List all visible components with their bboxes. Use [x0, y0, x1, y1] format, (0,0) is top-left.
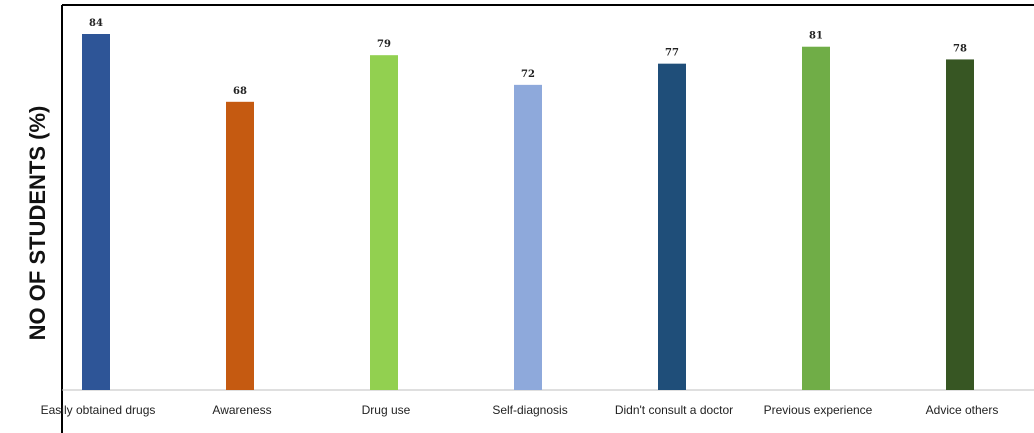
category-label-1: Easily obtained drugs: [41, 403, 156, 417]
data-label-1: 84: [89, 18, 103, 29]
category-labels-group: Easily obtained drugs Awareness Drug use Se…: [41, 403, 999, 417]
category-label-2: Awareness: [212, 403, 271, 417]
bar-1: [82, 34, 110, 390]
data-label-4: 72: [521, 69, 535, 80]
category-label-6: Previous experience: [764, 403, 873, 417]
data-labels-group: 84 68 79 72 77 81 78: [89, 18, 967, 97]
bar-3: [370, 55, 398, 390]
category-label-3: Drug use: [362, 403, 411, 417]
data-label-6: 81: [809, 31, 823, 42]
bar-6: [802, 46, 830, 390]
bars-group: [82, 34, 974, 391]
data-label-7: 78: [953, 43, 967, 54]
data-label-2: 68: [233, 86, 247, 97]
bar-4: [514, 84, 542, 390]
bar-2: [226, 101, 254, 391]
category-label-7: Advice others: [926, 403, 999, 417]
bar-5: [658, 63, 686, 391]
y-axis-label: NO OF STUDENTS (%): [25, 106, 50, 341]
category-label-5: Didn't consult a doctor: [615, 403, 733, 417]
data-label-3: 79: [377, 39, 391, 50]
bar-7: [946, 59, 974, 391]
data-label-5: 77: [665, 48, 679, 59]
category-label-4: Self-diagnosis: [492, 403, 567, 417]
